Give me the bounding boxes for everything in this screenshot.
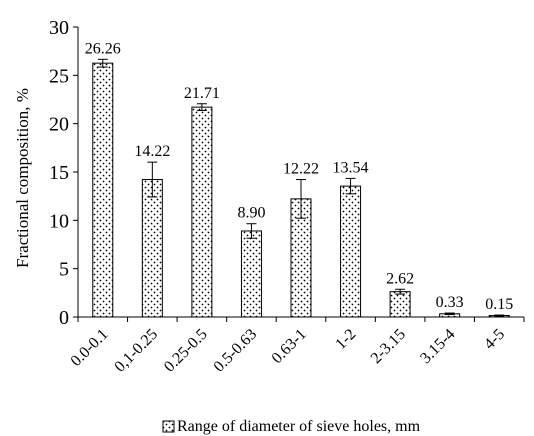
y-tick-label: 25 bbox=[49, 65, 69, 87]
bar bbox=[389, 291, 411, 318]
bar bbox=[340, 185, 362, 318]
legend: Range of diameter of sieve holes, mm bbox=[162, 418, 421, 435]
x-tick-label: 2-3.15 bbox=[368, 326, 409, 367]
x-tick-label: 1-2 bbox=[332, 326, 359, 353]
x-tick-label: 4-5 bbox=[481, 326, 508, 353]
value-labels: 26.26 14.22 21.71 8.90 12.22 13.54 2.62 0.33 0.1… bbox=[85, 40, 513, 313]
data-label: 14.22 bbox=[134, 143, 170, 160]
data-label: 26.26 bbox=[85, 40, 121, 57]
y-tick-label: 30 bbox=[49, 17, 69, 39]
x-tick-label: 0.0-0.1 bbox=[68, 326, 112, 370]
data-label: 13.54 bbox=[333, 159, 369, 176]
x-tick-label: 0.25-0.5 bbox=[161, 326, 211, 376]
data-label: 0.33 bbox=[436, 294, 464, 311]
y-tick-label: 10 bbox=[49, 210, 69, 232]
y-tick-label: 5 bbox=[59, 259, 69, 281]
y-tick-label: 0 bbox=[59, 307, 69, 329]
data-label: 0.15 bbox=[485, 296, 513, 313]
data-label: 21.71 bbox=[184, 85, 220, 102]
x-tick-label: 0.5-0.63 bbox=[211, 326, 261, 376]
bar bbox=[191, 106, 213, 318]
error-bars bbox=[97, 58, 505, 317]
y-axis-label: Fractional composition, % bbox=[13, 88, 32, 268]
data-label: 8.90 bbox=[237, 205, 265, 222]
bar bbox=[141, 179, 163, 318]
data-label: 12.22 bbox=[283, 161, 319, 178]
data-label: 2.62 bbox=[386, 270, 414, 287]
legend-swatch bbox=[162, 420, 175, 433]
bar bbox=[92, 62, 114, 318]
y-axis: 0 5 10 15 20 25 30 bbox=[49, 17, 79, 329]
x-tick-label: 0.63-1 bbox=[269, 326, 310, 367]
bar bbox=[240, 230, 262, 318]
x-tick-label: 3.15-4 bbox=[417, 326, 458, 367]
x-axis: 0.0-0.1 0,1-0.25 0.25-0.5 0.5-0.63 0.63-1 1-2… bbox=[68, 316, 525, 376]
legend-label: Range of diameter of sieve holes, mm bbox=[177, 418, 421, 435]
y-tick-label: 15 bbox=[49, 162, 69, 184]
x-tick-label: 0,1-0.25 bbox=[111, 326, 161, 376]
y-tick-label: 20 bbox=[49, 114, 69, 136]
